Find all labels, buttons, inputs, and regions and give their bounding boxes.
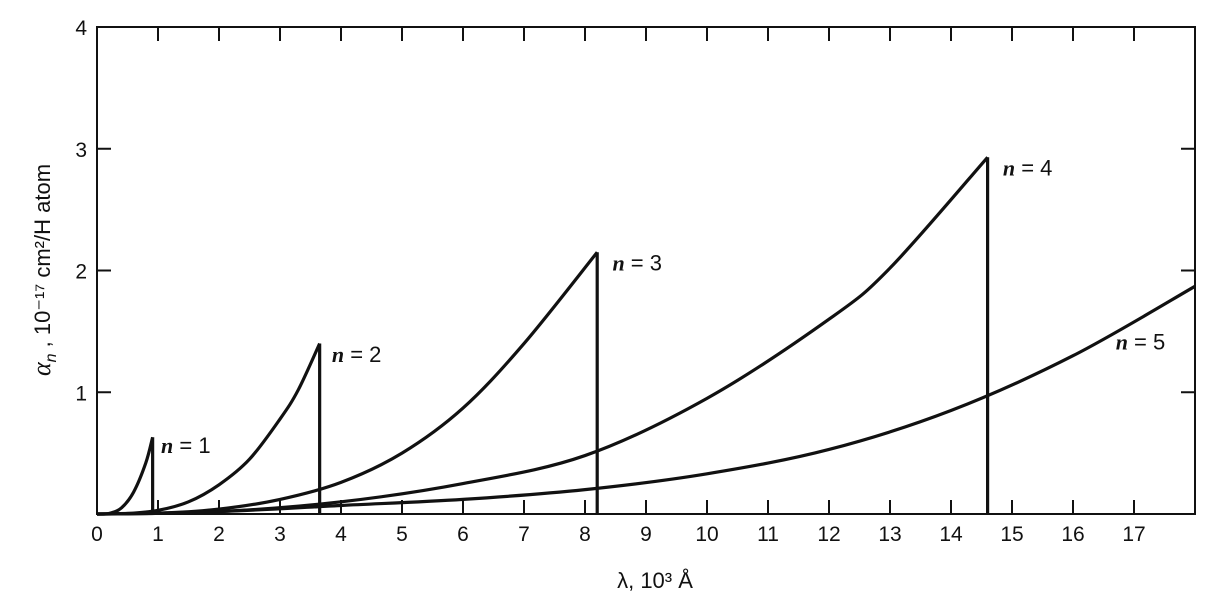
series-layer: [96, 156, 1196, 516]
series-2-label: n = 2: [332, 342, 382, 367]
series-4-label: n = 4: [1003, 156, 1053, 181]
series-5-curve: [96, 284, 1196, 516]
y-tick-label: 4: [75, 17, 87, 40]
x-tick-label: 10: [695, 523, 718, 546]
x-tick-label: 1: [152, 523, 164, 546]
x-tick-label: 12: [817, 523, 840, 546]
y-tick-label: 1: [75, 382, 87, 405]
x-tick-label: 8: [579, 523, 591, 546]
x-tick-label: 7: [518, 523, 530, 546]
series-4-curve: [96, 156, 989, 516]
x-tick-label: 0: [91, 523, 103, 546]
x-tick-label: 3: [274, 523, 286, 546]
x-tick-label: 11: [757, 523, 779, 546]
series-1-label: n = 1: [161, 433, 211, 458]
curve-labels: n = 1 n = 2 n = 3 n = 4 n = 5: [161, 156, 1165, 459]
series-5-label: n = 5: [1116, 330, 1166, 355]
x-tick-label: 5: [396, 523, 408, 546]
series-2-curve: [96, 342, 322, 516]
x-tick-label: 2: [213, 523, 225, 546]
y-tick-label: 3: [75, 139, 87, 162]
x-tick-label: 6: [457, 523, 469, 546]
x-tick-label: 16: [1061, 523, 1084, 546]
x-tick-label: 9: [640, 523, 652, 546]
x-axis-ticks: 0 1 2 3 4 5 6 7 8 9 10 11 12 13 14 15 16 17: [91, 27, 1146, 546]
y-axis-title: αn , 10⁻¹⁷ cm²/H atom: [27, 164, 60, 376]
y-axis-ticks: 1 2 3 4: [75, 17, 1195, 405]
series-3-curve: [96, 251, 599, 516]
x-tick-label: 14: [939, 523, 963, 546]
x-tick-label: 17: [1122, 523, 1145, 546]
x-tick-label: 4: [335, 523, 347, 546]
series-1-curve: [96, 436, 155, 516]
x-tick-label: 13: [878, 523, 901, 546]
x-tick-label: 15: [1000, 523, 1023, 546]
x-axis-title: λ, 10³ Å: [617, 568, 693, 593]
y-tick-label: 2: [75, 261, 87, 284]
series-3-label: n = 3: [612, 251, 662, 276]
